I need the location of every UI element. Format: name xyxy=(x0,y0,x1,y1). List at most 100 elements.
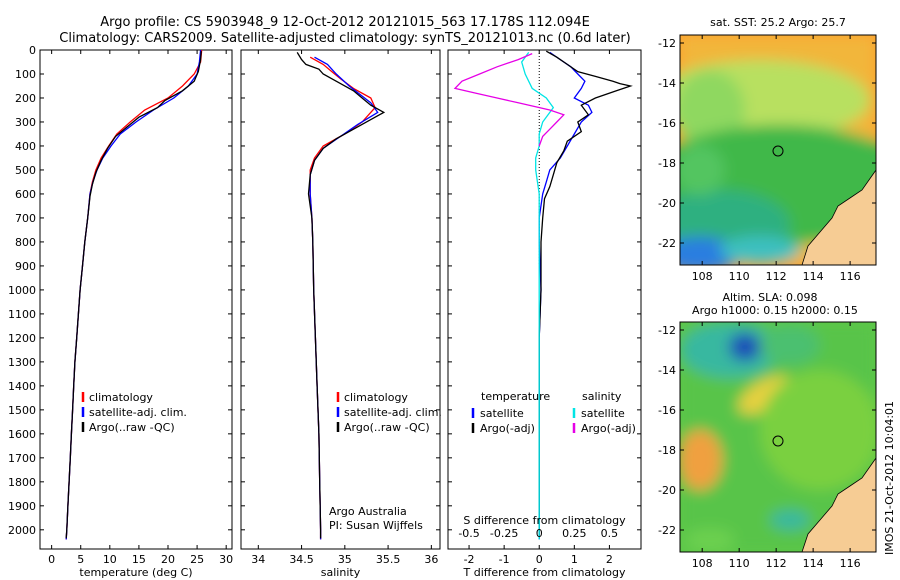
salinity-plot-frame xyxy=(240,49,441,550)
depth-tick-label: 700 xyxy=(15,212,36,225)
sla_map-ytick-label: -18 xyxy=(658,444,676,457)
figure-title-line2: Climatology: CARS2009. Satellite-adjuste… xyxy=(59,31,631,46)
sla_map-xtick-label: 114 xyxy=(803,557,824,570)
sla_map-ytick-label: -12 xyxy=(658,324,676,337)
sla_map-xtick-label: 108 xyxy=(692,557,713,570)
sla_map-ytick-label: -16 xyxy=(658,404,676,417)
depth-tick-label: 500 xyxy=(15,164,36,177)
salinity-legend-label: satellite-adj. clim. xyxy=(344,406,442,419)
sst-coastline xyxy=(801,169,876,265)
sla-map: Altim. SLA: 0.098 Argo h1000: 0.15 h2000… xyxy=(658,291,877,570)
sst_map-ytick-label: -22 xyxy=(658,237,676,250)
diff-s-tick-label: 0.5 xyxy=(601,527,619,540)
diff-s-tick-label: 0.25 xyxy=(562,527,587,540)
depth-tick-label: 0 xyxy=(29,44,36,57)
diff-legend-title-temperature: temperature xyxy=(481,390,550,403)
temperature-xlabel: temperature (deg C) xyxy=(79,566,192,579)
temperature-plot-frame xyxy=(39,49,233,550)
temperature-xtick-label: 5 xyxy=(77,553,84,566)
diff-top-xlabel: S difference from climatology xyxy=(463,514,626,527)
sst_map-xtick-label: 116 xyxy=(840,270,861,283)
salinity-xtick-label: 36 xyxy=(424,553,438,566)
sst_map-ytick-label: -16 xyxy=(658,117,676,130)
diff-s-tick-label: -0.25 xyxy=(490,527,518,540)
depth-tick-label: 1500 xyxy=(8,404,36,417)
difference-xtick-label: -1 xyxy=(499,553,510,566)
sst-map: sat. SST: 25.2 Argo: 25.7 108 110 112 114 11… xyxy=(658,16,877,283)
depth-tick-label: 300 xyxy=(15,116,36,129)
sla-map-title-2: Argo h1000: 0.15 h2000: 0.15 xyxy=(692,304,858,317)
temperature-xtick-label: 0 xyxy=(48,553,55,566)
temperature-legend-label: satellite-adj. clim. xyxy=(89,406,187,419)
sla-argo-marker xyxy=(772,435,784,447)
diff-legend-label: Argo(-adj) xyxy=(581,422,636,435)
salinity-legend-label: climatology xyxy=(344,391,408,404)
diff-legend-label: satellite xyxy=(581,407,625,420)
depth-tick-label: 200 xyxy=(15,92,36,105)
depth-tick-label: 1400 xyxy=(8,380,36,393)
salinity-series-2 xyxy=(296,52,386,539)
sst-field xyxy=(680,35,876,265)
difference-plot-frame xyxy=(447,49,642,550)
temperature-series-2 xyxy=(65,51,202,539)
salinity-xtick-label: 35 xyxy=(338,553,352,566)
salinity-legend-label: Argo(..raw -QC) xyxy=(344,421,430,434)
pi-annotation: PI: Susan Wijffels xyxy=(329,519,423,532)
difference-xtick-label: 1 xyxy=(571,553,578,566)
sst_map-ytick-label: -18 xyxy=(658,157,676,170)
depth-tick-label: 1900 xyxy=(8,500,36,513)
depth-tick-label: 900 xyxy=(15,260,36,273)
depth-tick-label: 1300 xyxy=(8,356,36,369)
sla_map-ytick-label: -20 xyxy=(658,484,676,497)
difference-xtick-label: 0 xyxy=(536,553,543,566)
sst_map-xtick-label: 108 xyxy=(692,270,713,283)
sst_map-ytick-label: -20 xyxy=(658,197,676,210)
pi-annotation: Argo Australia xyxy=(329,505,407,518)
sla_map-xtick-label: 116 xyxy=(840,557,861,570)
sla_map-xtick-label: 112 xyxy=(766,557,787,570)
salinity-xtick-label: 34.5 xyxy=(289,553,314,566)
depth-tick-label: 2000 xyxy=(8,524,36,537)
diff-legend-title-salinity: salinity xyxy=(582,390,622,403)
sla_map-ytick-label: -22 xyxy=(658,524,676,537)
difference-xtick-label: 2 xyxy=(606,553,613,566)
sst-argo-marker xyxy=(772,145,784,157)
salinity-xtick-label: 35.5 xyxy=(376,553,401,566)
sla-field xyxy=(680,322,876,552)
difference-series-3 xyxy=(453,53,565,147)
imos-credit: IMOS 21-Oct-2012 10:04:01 xyxy=(883,401,896,555)
depth-tick-label: 1800 xyxy=(8,476,36,489)
temperature-legend-label: Argo(..raw -QC) xyxy=(89,421,175,434)
diff-s-tick-label: 0 xyxy=(536,527,543,540)
depth-tick-label: 600 xyxy=(15,188,36,201)
temperature-xtick-label: 10 xyxy=(103,553,117,566)
diff-legend-label: satellite xyxy=(480,407,524,420)
diff-legend-label: Argo(-adj) xyxy=(480,422,535,435)
depth-tick-label: 800 xyxy=(15,236,36,249)
temperature-xtick-label: 25 xyxy=(190,553,204,566)
depth-tick-label: 1000 xyxy=(8,284,36,297)
sla_map-ytick-label: -14 xyxy=(658,364,676,377)
depth-tick-label: 100 xyxy=(15,68,36,81)
salinity-xtick-label: 34 xyxy=(251,553,265,566)
depth-tick-label: 1700 xyxy=(8,452,36,465)
temperature-legend-label: climatology xyxy=(89,391,153,404)
difference-xlabel: T difference from climatology xyxy=(463,566,626,579)
salinity-panel: 34 34.5 35 35.5 36 salinity climatology satelli… xyxy=(240,49,442,579)
sst_map-ytick-label: -12 xyxy=(658,37,676,50)
sst_map-xtick-label: 112 xyxy=(766,270,787,283)
difference-panel: -2 -1 0 1 2T difference from climatology temp… xyxy=(447,49,642,579)
temperature-panel: 0 5 10 15 20 25 30 temperature (deg C) 0 100 200 30… xyxy=(8,44,233,579)
difference-series-2 xyxy=(520,52,555,540)
figure-title-line1: Argo profile: CS 5903948_9 12-Oct-2012 2… xyxy=(100,15,590,30)
sla-map-title-1: Altim. SLA: 0.098 xyxy=(722,291,817,304)
sla_map-xtick-label: 110 xyxy=(729,557,750,570)
difference-xtick-label: -2 xyxy=(464,553,475,566)
temperature-xtick-label: 20 xyxy=(161,553,175,566)
depth-tick-label: 1200 xyxy=(8,332,36,345)
sst_map-xtick-label: 110 xyxy=(729,270,750,283)
depth-tick-label: 1600 xyxy=(8,428,36,441)
temperature-xtick-label: 30 xyxy=(219,553,233,566)
depth-tick-label: 1100 xyxy=(8,308,36,321)
sst_map-xtick-label: 114 xyxy=(803,270,824,283)
